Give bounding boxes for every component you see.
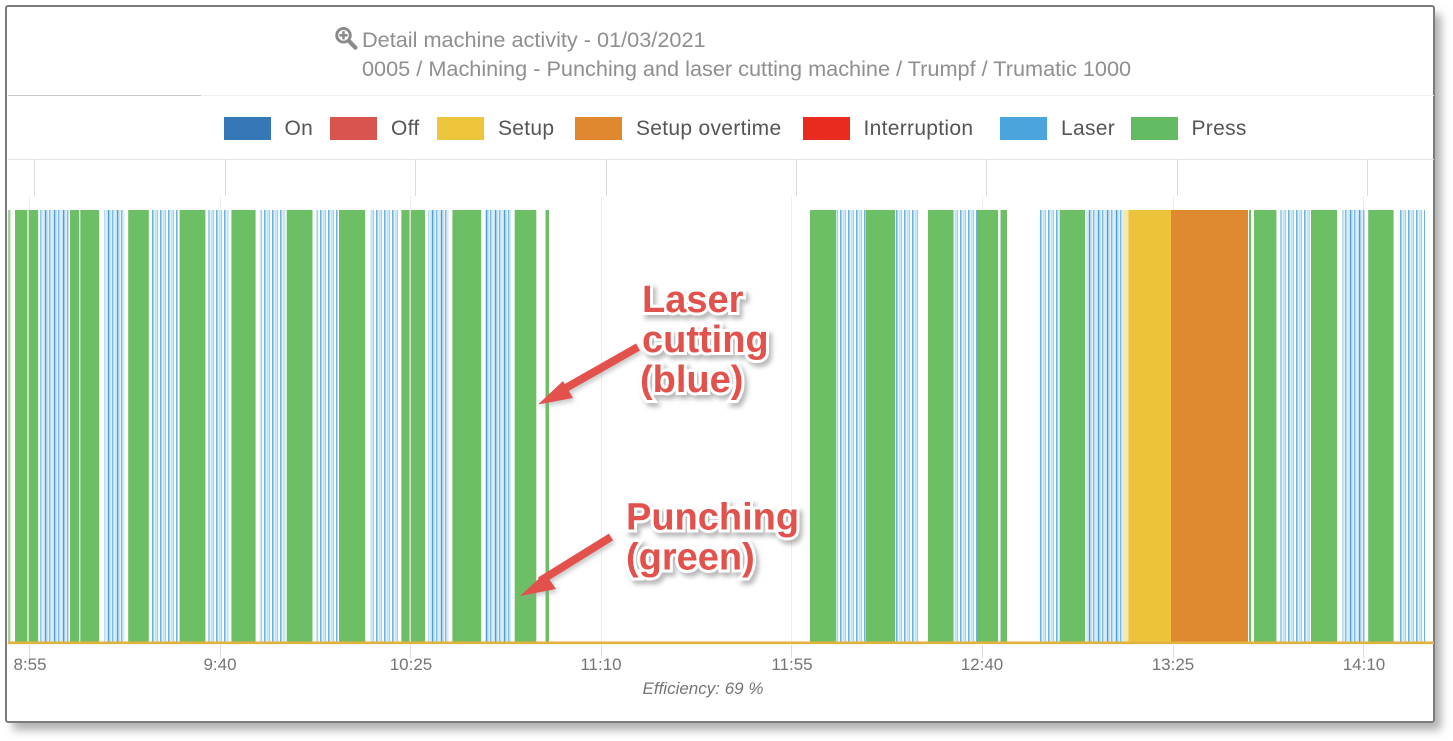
svg-text:(blue): (blue) (640, 359, 743, 401)
svg-text:Punching: Punching (626, 497, 799, 539)
svg-text:Laser: Laser (642, 279, 744, 321)
svg-text:(green): (green) (626, 537, 755, 579)
svg-text:cutting: cutting (642, 319, 769, 361)
